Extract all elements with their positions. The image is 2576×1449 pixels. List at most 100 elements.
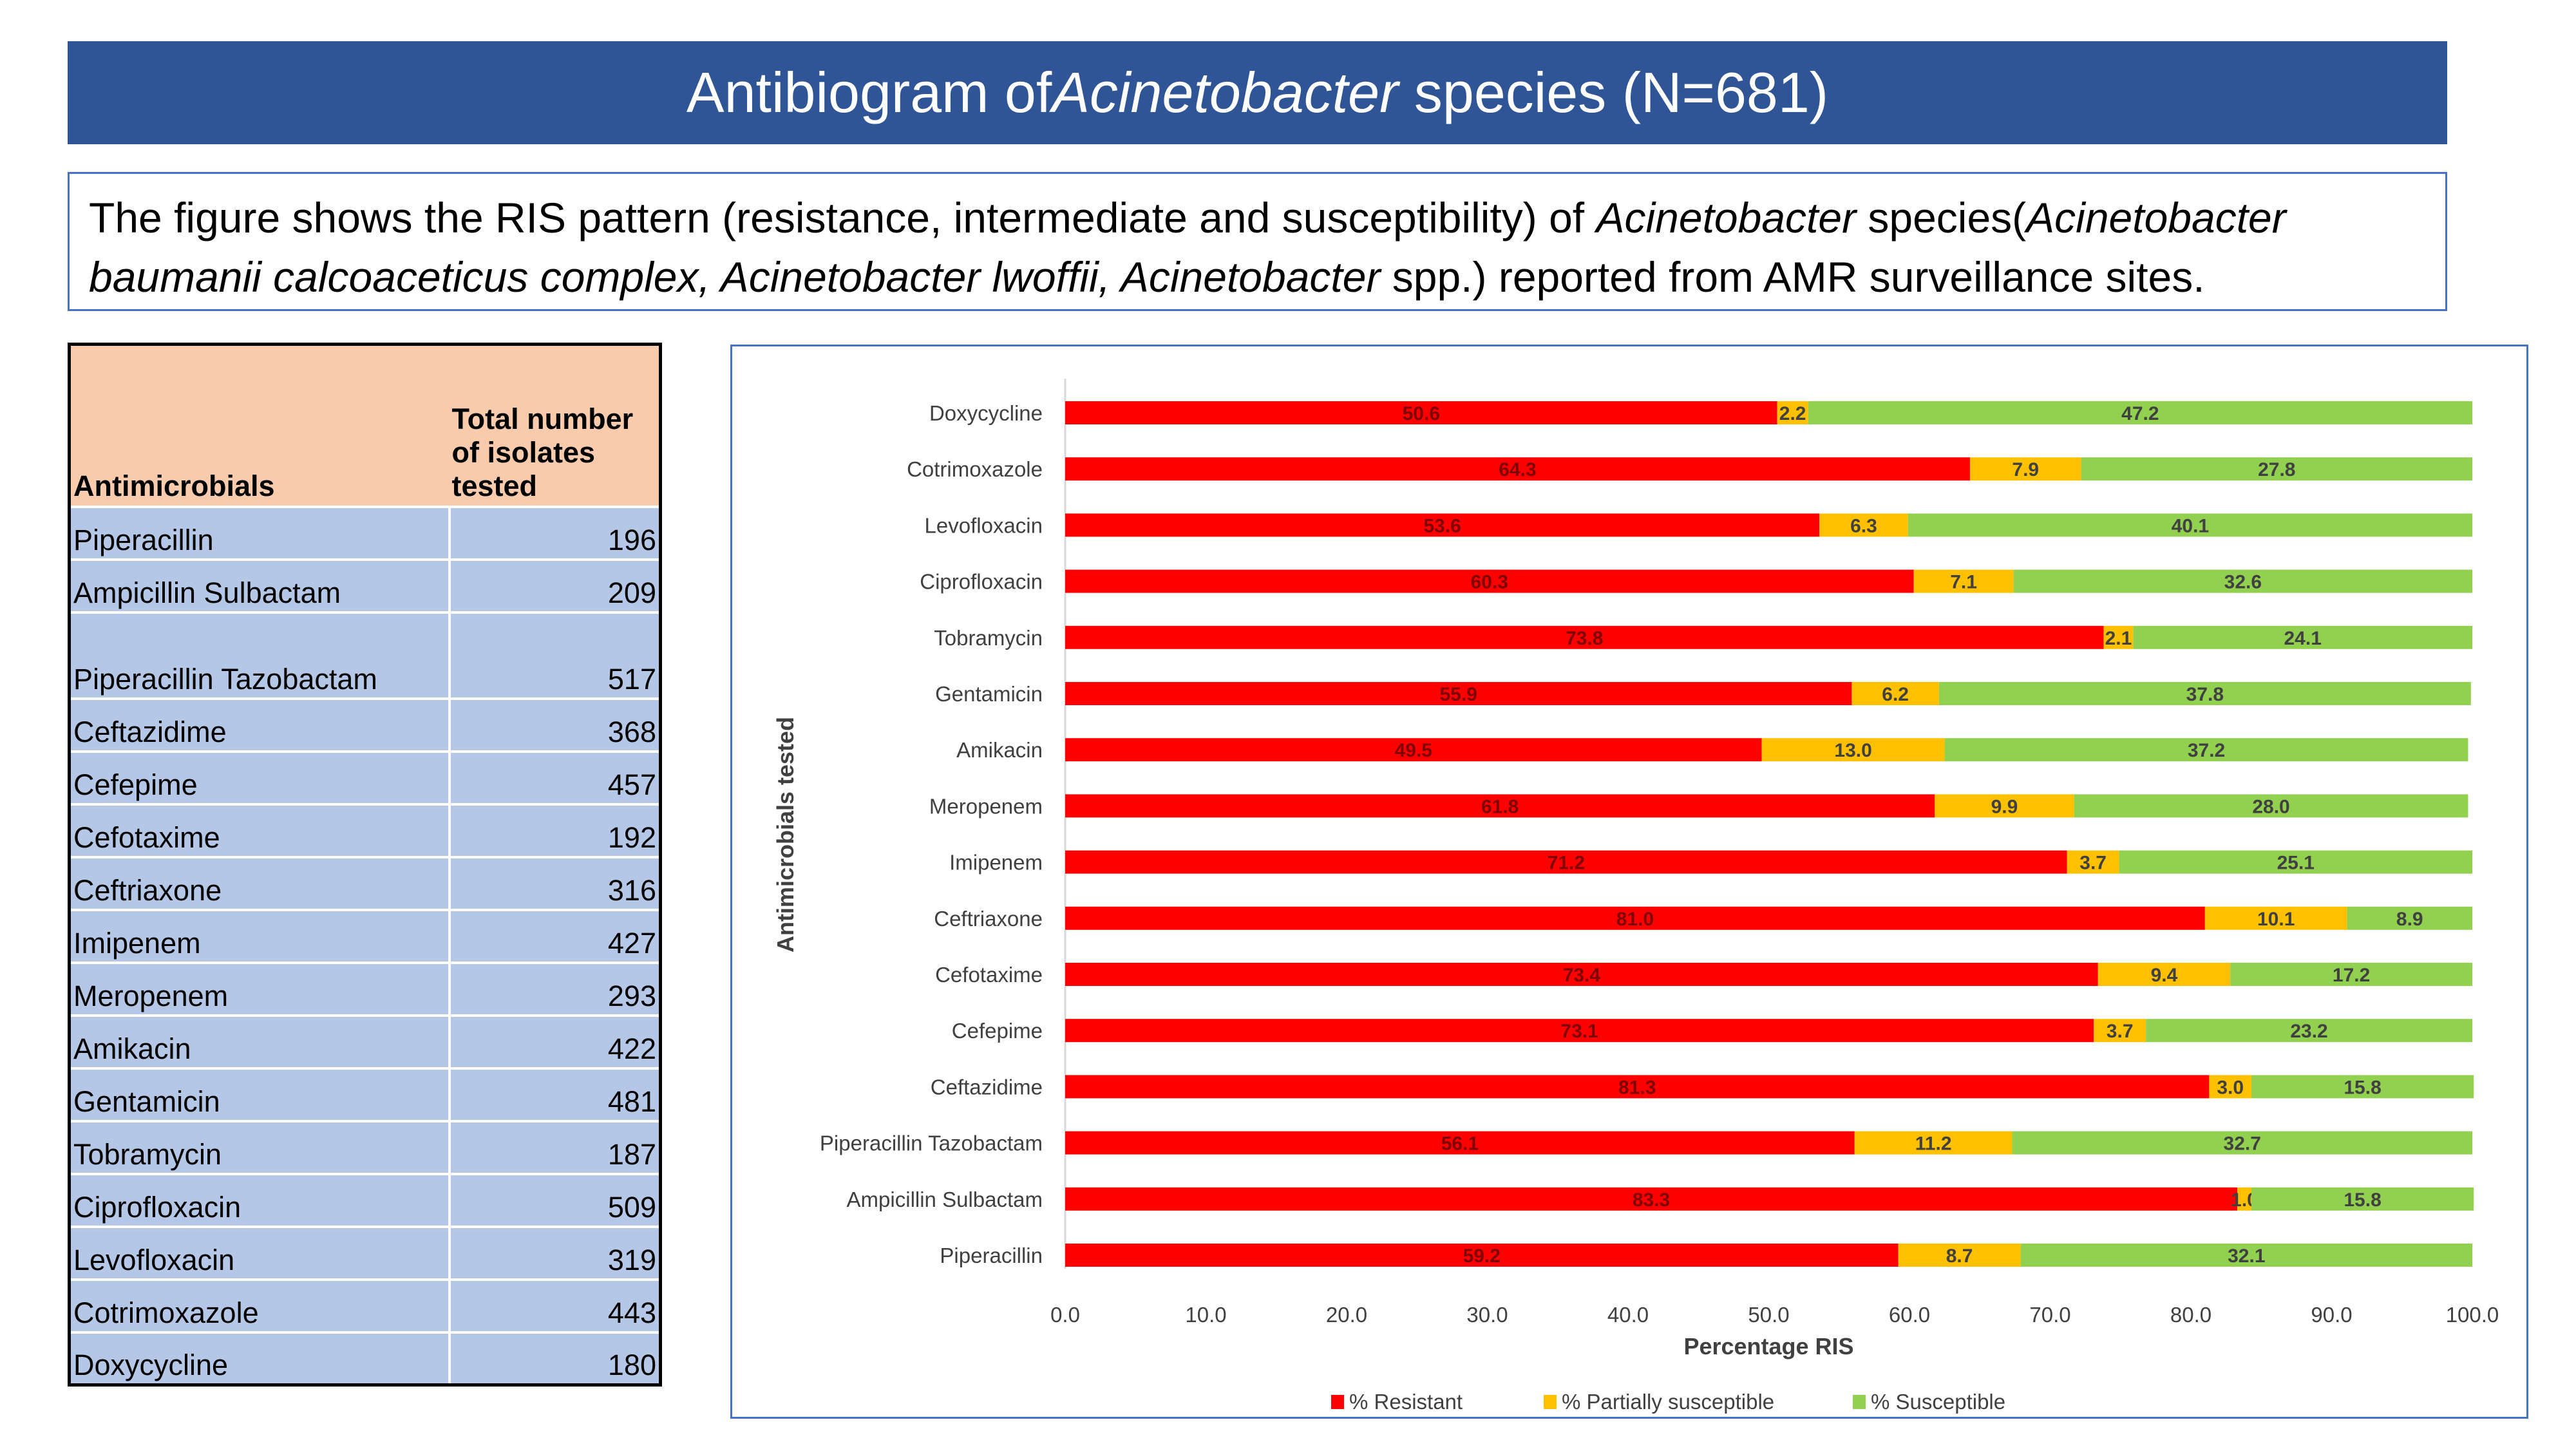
antimicrobial-name: Cefepime <box>69 750 450 804</box>
isolate-count: 192 <box>448 802 661 857</box>
data-label: 25.1 <box>2277 853 2315 874</box>
table-row: Ampicillin Sulbactam 209 <box>69 558 661 612</box>
data-label: 81.0 <box>1616 909 1654 930</box>
antimicrobial-name: Amikacin <box>69 1014 450 1068</box>
isolates-table: Antimicrobials Total number of isolates t… <box>68 343 662 1387</box>
desc-text: The figure shows the RIS pattern (resist… <box>89 194 1596 242</box>
category-label: Tobramycin <box>934 626 1043 650</box>
table-row: Piperacillin 196 <box>69 505 661 560</box>
data-label: 60.3 <box>1471 572 1508 593</box>
category-label: Ceftriaxone <box>934 907 1043 931</box>
bar-segment <box>1065 963 2098 986</box>
bar-segment <box>1969 457 2081 481</box>
bar-segment <box>2098 963 2231 986</box>
data-label: 6.2 <box>1882 684 1909 705</box>
bar-segment <box>1065 569 1914 593</box>
isolate-count: 187 <box>448 1119 661 1174</box>
bar-segment <box>2204 906 2347 930</box>
table-row: Amikacin 422 <box>69 1014 661 1068</box>
legend-swatch <box>1853 1395 1866 1409</box>
isolate-count: 481 <box>448 1066 661 1121</box>
x-axis-title: Percentage RIS <box>1683 1333 1853 1359</box>
data-label: 10.1 <box>2257 909 2295 930</box>
table-row: Cefotaxime 192 <box>69 802 661 857</box>
bar-segment <box>2074 794 2468 818</box>
legend-swatch <box>1331 1395 1344 1409</box>
data-label: 81.3 <box>1618 1077 1656 1098</box>
ris-chart: Doxycycline 50.6 2.2 47.2 Cotrimoxazole 64.3 7… <box>772 379 2499 1414</box>
legend-label: % Resistant <box>1349 1390 1463 1414</box>
bar-segment <box>2251 1187 2474 1211</box>
category-label: Imipenem <box>949 851 1043 875</box>
data-label: 73.8 <box>1566 628 1603 649</box>
data-label: 32.6 <box>2224 572 2262 593</box>
isolate-count: 368 <box>448 697 661 752</box>
description-box: The figure shows the RIS pattern (resist… <box>68 172 2447 311</box>
table-row: Levofloxacin 319 <box>69 1225 661 1280</box>
antimicrobial-name: Tobramycin <box>69 1119 450 1174</box>
bar-segment <box>1065 850 2067 874</box>
bar-segment <box>1854 1131 2012 1155</box>
bar-segment <box>1065 794 1935 818</box>
data-label: 8.9 <box>2396 909 2423 930</box>
bar-segment <box>2094 1019 2146 1043</box>
data-label: 7.9 <box>2012 459 2039 480</box>
bar-segment <box>1761 738 1945 762</box>
x-tick-label: 0.0 <box>1050 1303 1080 1327</box>
data-label: 27.8 <box>2258 459 2295 480</box>
data-label: 47.2 <box>2121 403 2159 424</box>
bar-segment <box>1065 457 1970 481</box>
table-row: Ciprofloxacin 509 <box>69 1172 661 1227</box>
data-label: 61.8 <box>1481 796 1519 817</box>
category-label: Levofloxacin <box>925 513 1043 537</box>
table-row: Tobramycin 187 <box>69 1119 661 1174</box>
desc-text: spp.) reported from AMR surveillance sit… <box>1380 253 2205 301</box>
data-label: 49.5 <box>1395 740 1432 761</box>
data-label: 56.1 <box>1441 1133 1479 1155</box>
data-label: 2.2 <box>1779 403 1806 424</box>
bar-segment <box>1065 738 1762 762</box>
x-tick-label: 30.0 <box>1466 1303 1508 1327</box>
bar-segment <box>1065 1244 1899 1267</box>
isolate-count: 443 <box>448 1278 661 1332</box>
data-label: 11.2 <box>1915 1133 1952 1155</box>
bar-segment <box>2012 1131 2472 1155</box>
isolate-count: 196 <box>448 505 661 560</box>
antimicrobial-name: Ceftazidime <box>69 697 450 752</box>
data-label: 9.4 <box>2151 965 2178 986</box>
data-label: 9.9 <box>1991 796 2018 817</box>
title-text-end: species (N=681) <box>1398 61 1829 124</box>
data-label: 32.7 <box>2224 1133 2261 1155</box>
x-tick-label: 90.0 <box>2311 1303 2352 1327</box>
y-axis-title: Antimicrobials tested <box>772 717 799 952</box>
page-title: Antibiogram of Acinetobacter species (N=… <box>68 41 2447 144</box>
data-label: 40.1 <box>2172 515 2209 536</box>
antimicrobial-name: Levofloxacin <box>69 1225 450 1280</box>
bar-segment <box>1065 1131 1855 1155</box>
category-label: Cefepime <box>952 1019 1043 1043</box>
table-row: Cotrimoxazole 443 <box>69 1278 661 1332</box>
bar-segment <box>2347 906 2472 930</box>
data-label: 64.3 <box>1499 459 1536 480</box>
bar-segment <box>2237 1187 2251 1211</box>
data-label: 3.7 <box>2107 1021 2134 1042</box>
isolate-count: 293 <box>448 961 661 1016</box>
desc-text: species( <box>1856 194 2027 242</box>
antimicrobial-name: Piperacillin <box>69 505 450 560</box>
table-row: Cefepime 457 <box>69 750 661 804</box>
antimicrobial-name: Ampicillin Sulbactam <box>69 558 450 612</box>
legend-label: % Partially susceptible <box>1562 1390 1774 1414</box>
isolate-count: 180 <box>448 1331 661 1385</box>
data-label: 28.0 <box>2252 796 2289 817</box>
header-antimicrobials: Antimicrobials <box>69 344 450 507</box>
legend-swatch <box>1544 1395 1557 1409</box>
bar-segment <box>2146 1019 2472 1043</box>
desc-italic: Acinetobacter <box>1596 194 1857 242</box>
data-label: 13.0 <box>1834 740 1871 761</box>
antimicrobial-name: Cotrimoxazole <box>69 1278 450 1332</box>
bar-segment <box>2081 457 2472 481</box>
antimicrobial-name: Imipenem <box>69 908 450 963</box>
data-label: 83.3 <box>1633 1189 1670 1211</box>
header-total: Total number of isolates tested <box>449 344 661 507</box>
data-label: 15.8 <box>2344 1189 2381 1211</box>
